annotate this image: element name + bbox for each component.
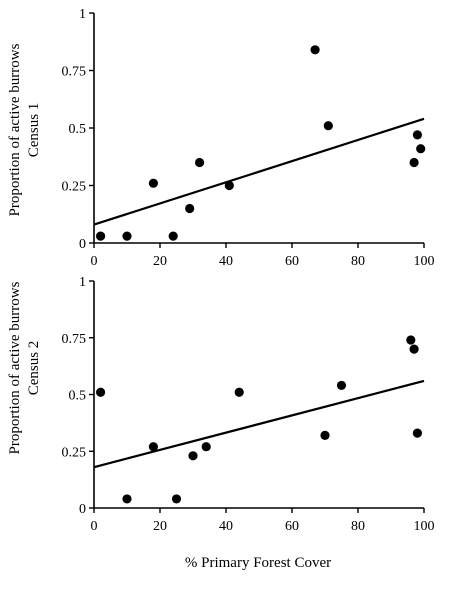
- y-axis-title-line-2: Census 2: [26, 341, 42, 396]
- data-point: [185, 203, 195, 214]
- x-axis-title: % Primary Forest Cover: [185, 555, 331, 571]
- data-point: [96, 387, 106, 397]
- data-point: [195, 157, 205, 168]
- x-tick-label: 20: [153, 254, 167, 269]
- x-tick-label: 80: [351, 519, 365, 534]
- y-axis-title-line-1: Proportion of active burrows: [7, 43, 23, 216]
- x-tick-label: 100: [414, 519, 435, 534]
- panel-census-2: Proportion of active burrows Census 2 % …: [7, 275, 435, 571]
- data-point: [148, 178, 158, 188]
- data-point: [406, 335, 416, 345]
- data-point: [201, 442, 211, 452]
- y-tick-label: 1: [79, 275, 86, 290]
- data-point: [310, 45, 320, 55]
- x-tick-label: 100: [414, 254, 435, 269]
- data-point: [320, 430, 330, 440]
- x-tick-label: 80: [351, 254, 365, 269]
- x-tick-label: 40: [219, 519, 233, 534]
- x-tick-label: 60: [285, 519, 299, 534]
- data-point: [122, 494, 132, 504]
- data-point: [168, 231, 178, 241]
- data-point: [96, 231, 106, 241]
- data-point: [412, 130, 422, 140]
- data-point: [224, 180, 234, 191]
- y-tick-label: 0.75: [62, 65, 87, 80]
- data-point: [234, 387, 244, 397]
- data-point: [336, 380, 347, 391]
- y-tick-label: 0.5: [69, 389, 87, 404]
- panel-census-1: Proportion of active burrows Census 1 00…: [7, 7, 435, 269]
- data-point: [122, 231, 132, 241]
- data-point: [416, 144, 426, 154]
- x-tick-label: 0: [91, 254, 98, 269]
- data-point: [171, 494, 182, 504]
- y-tick-label: 0: [79, 502, 86, 517]
- y-axis-title-line-2: Census 1: [26, 103, 42, 158]
- x-tick-label: 40: [219, 254, 233, 269]
- y-axis-title-line-1: Proportion of active burrows: [7, 281, 23, 454]
- y-tick-label: 0.25: [62, 180, 87, 195]
- x-tick-label: 60: [285, 254, 299, 269]
- x-tick-label: 0: [91, 519, 98, 534]
- y-tick-label: 0.25: [62, 445, 87, 460]
- trend-line: [93, 379, 425, 469]
- data-point: [148, 442, 158, 452]
- y-tick-label: 1: [79, 7, 86, 22]
- data-point: [323, 121, 333, 131]
- data-point: [409, 344, 419, 354]
- y-tick-label: 0: [79, 237, 86, 252]
- x-tick-label: 20: [153, 519, 167, 534]
- data-point: [409, 157, 419, 168]
- trend-line: [93, 117, 425, 226]
- y-tick-label: 0.5: [69, 122, 87, 137]
- y-tick-label: 0.75: [62, 332, 87, 347]
- data-point: [188, 451, 198, 461]
- data-point: [412, 428, 422, 438]
